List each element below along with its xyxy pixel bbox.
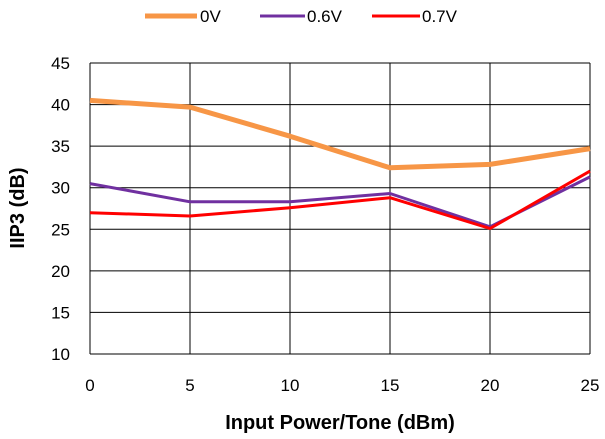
- series-line-0-7v: [89, 169, 591, 230]
- x-axis-title: Input Power/Tone (dBm): [225, 412, 455, 434]
- y-axis-title: IIP3 (dB): [7, 167, 29, 248]
- y-tick-labels: 10 15 20 25 30 35 40 45: [51, 54, 70, 364]
- x-tick-labels: 0 5 10 15 20 25: [85, 376, 599, 395]
- legend: 0V 0.6V 0.7V: [145, 7, 458, 26]
- y-tick-label: 40: [51, 96, 70, 115]
- y-tick-label: 30: [51, 179, 70, 198]
- y-tick-label: 45: [51, 54, 70, 73]
- legend-label-0-6v: 0.6V: [307, 7, 343, 26]
- y-tick-label: 20: [51, 262, 70, 281]
- y-tick-label: 35: [51, 137, 70, 156]
- x-tick-label: 0: [85, 376, 94, 395]
- series-lines: [89, 97, 591, 230]
- series-line-0v: [89, 97, 591, 171]
- y-tick-label: 25: [51, 220, 70, 239]
- legend-label-0-7v: 0.7V: [422, 7, 458, 26]
- x-tick-label: 25: [581, 376, 600, 395]
- x-tick-label: 5: [185, 376, 194, 395]
- y-tick-label: 10: [51, 345, 70, 364]
- y-tick-label: 15: [51, 303, 70, 322]
- legend-label-0v: 0V: [200, 7, 221, 26]
- x-tick-label: 10: [281, 376, 300, 395]
- x-tick-label: 15: [381, 376, 400, 395]
- gridlines: [89, 62, 591, 355]
- x-tick-label: 20: [481, 376, 500, 395]
